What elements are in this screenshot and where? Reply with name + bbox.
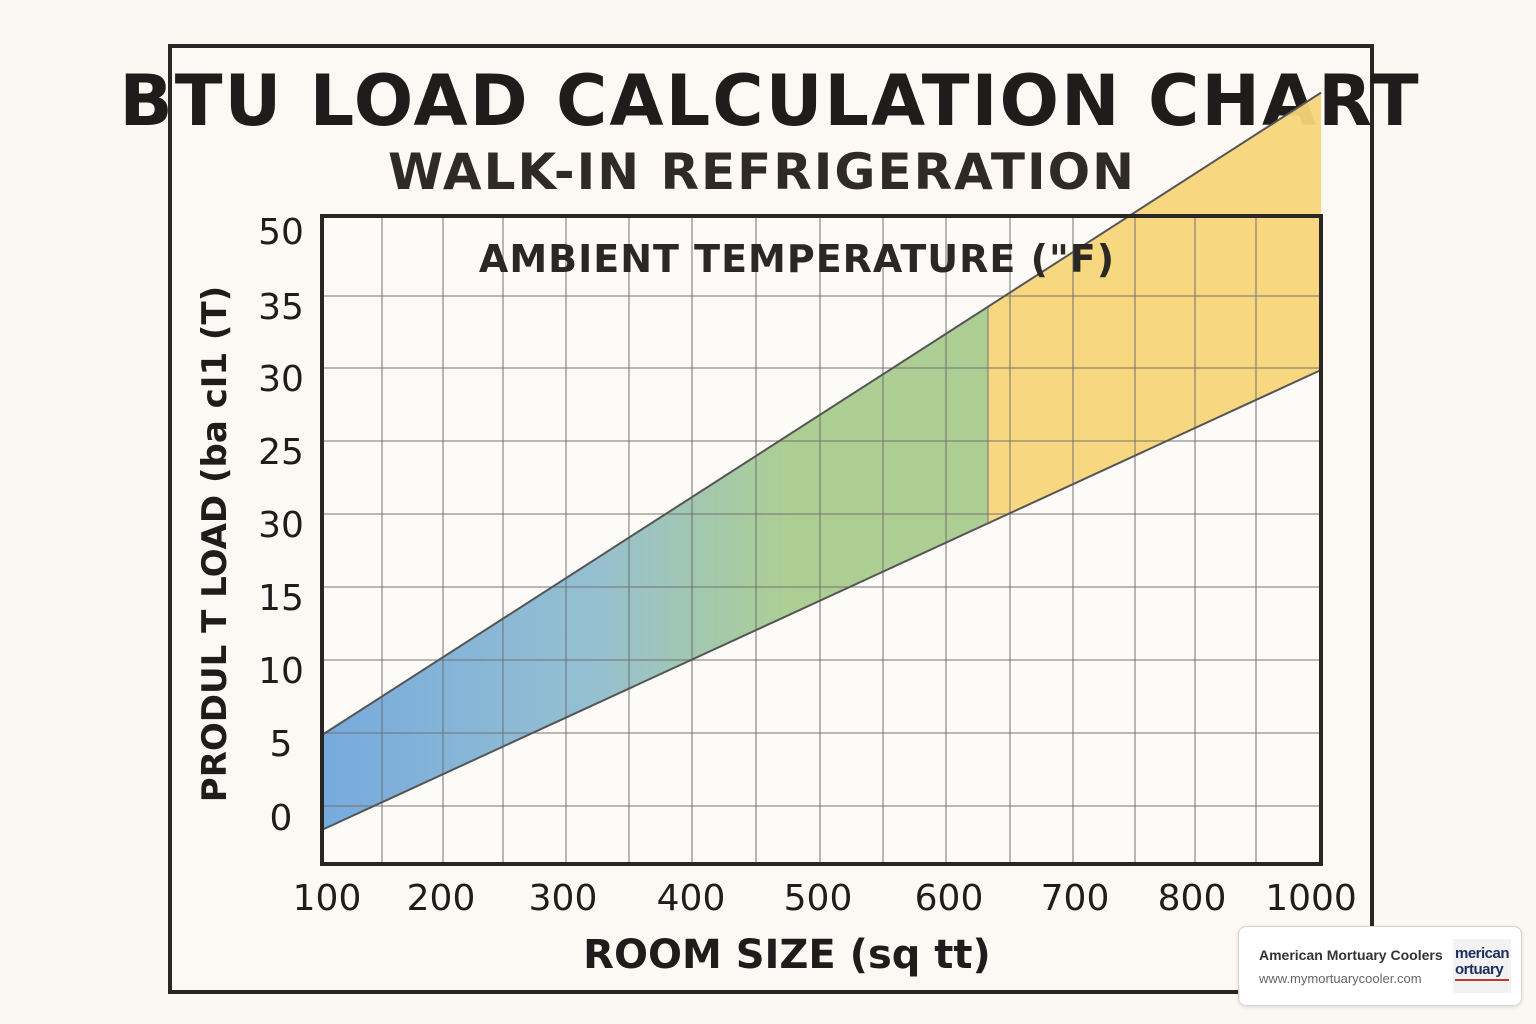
x-tick-label: 500	[784, 878, 853, 919]
company-logo-icon: merican ortuary	[1453, 939, 1511, 993]
logo-text-line2: ortuary	[1455, 961, 1504, 978]
y-tick-label: 0	[270, 798, 293, 839]
y-tick-label: 30	[258, 505, 304, 546]
y-axis-label: PRODUL T LOAD (ba cI1 (T)	[195, 286, 235, 802]
y-tick-label: 10	[258, 651, 304, 692]
y-tick-label: 30	[258, 359, 304, 400]
source-badge[interactable]: American Mortuary Coolers www.mymortuary…	[1238, 926, 1522, 1006]
upper-boundary-line	[321, 91, 1322, 736]
y-tick-label: 35	[258, 287, 304, 328]
y-tick-label: 5	[270, 724, 293, 765]
logo-text-line1: merican	[1455, 945, 1510, 962]
plot-border	[320, 214, 1323, 866]
x-tick-label: 600	[915, 878, 984, 919]
y-tick-label: 25	[258, 432, 304, 473]
lower-boundary-line	[321, 369, 1322, 831]
band-cool-range	[322, 306, 988, 830]
page-subtitle: WALK-IN REFRIGERATION	[388, 143, 1136, 201]
x-tick-label: 1000	[1265, 878, 1357, 919]
x-tick-label: 200	[407, 878, 476, 919]
logo-stripe	[1455, 979, 1509, 981]
x-tick-label: 700	[1041, 878, 1110, 919]
page-title: BTU LOAD CALCULATION CHART	[119, 60, 1421, 142]
chart-inner-title: AMBIENT TEMPERATURE ("F)	[479, 237, 1115, 281]
x-tick-label: 400	[657, 878, 726, 919]
band-warm-range	[988, 92, 1321, 524]
x-tick-label: 300	[529, 878, 598, 919]
y-tick-label: 50	[258, 212, 304, 253]
badge-url[interactable]: www.mymortuarycooler.com	[1259, 971, 1422, 986]
y-tick-label: 15	[258, 578, 304, 619]
x-tick-label: 100	[293, 878, 362, 919]
x-tick-label: 800	[1158, 878, 1227, 919]
x-axis-label: ROOM SIZE (sq tt)	[583, 932, 991, 978]
badge-company-name: American Mortuary Coolers	[1259, 947, 1443, 963]
